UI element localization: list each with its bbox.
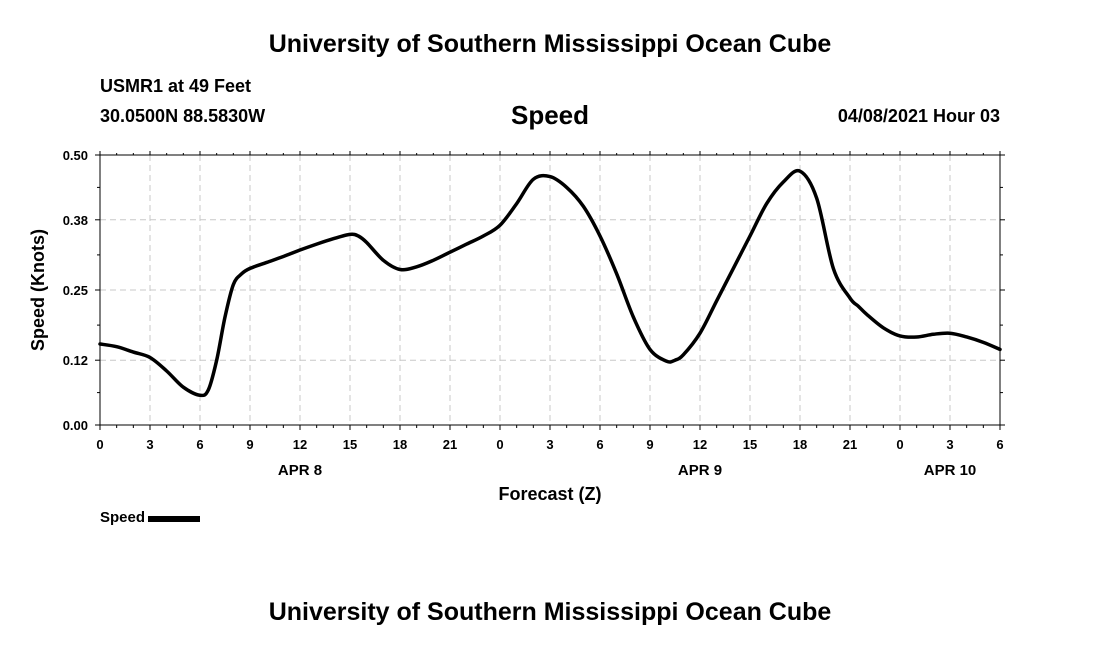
chart-subtitle: Speed <box>510 100 590 130</box>
x-tick-label: 18 <box>793 437 807 452</box>
x-tick-label: 18 <box>393 437 407 452</box>
y-tick-label: 0.00 <box>63 418 88 433</box>
y-tick-label: 0.50 <box>63 148 88 163</box>
chart-title-bottom: University of Southern Mississippi Ocean… <box>268 598 832 626</box>
axis-labels: 0 3 6 9 12 15 18 21 0 3 6 9 12 15 18 21 0 3 6 0.00 0.12 0.25 0… <box>28 148 1004 504</box>
legend-swatch <box>148 516 201 522</box>
date-stamp: 04/08/2021 Hour 03 <box>837 106 1000 126</box>
day-label: APR 10 <box>924 462 977 479</box>
speed-series-line <box>98 168 1002 398</box>
grid-lines <box>100 155 1000 425</box>
y-tick-label: 0.12 <box>63 353 88 368</box>
x-tick-label: 21 <box>843 437 857 452</box>
x-tick-label: 6 <box>196 437 203 452</box>
x-tick-label: 6 <box>996 437 1003 452</box>
x-tick-label: 6 <box>596 437 603 452</box>
station-label: USMR1 at 49 Feet <box>100 76 252 96</box>
x-axis-title: Forecast (Z) <box>498 484 601 504</box>
x-tick-label: 3 <box>946 437 953 452</box>
plot-frame <box>99 154 1001 426</box>
x-tick-label: 0 <box>496 437 503 452</box>
chart-title-top: University of Southern Mississippi Ocean… <box>268 30 832 58</box>
x-tick-label: 9 <box>646 437 653 452</box>
x-tick-label: 9 <box>246 437 253 452</box>
series-layer <box>98 168 1002 398</box>
day-label: APR 9 <box>678 462 722 479</box>
x-tick-label: 12 <box>293 437 307 452</box>
x-tick-label: 3 <box>546 437 553 452</box>
y-tick-label: 0.38 <box>63 213 88 228</box>
legend-label: Speed <box>100 509 146 526</box>
x-tick-label: 0 <box>96 437 103 452</box>
x-tick-label: 15 <box>743 437 757 452</box>
x-tick-label: 15 <box>343 437 357 452</box>
day-label: APR 8 <box>278 462 322 479</box>
y-tick-label: 0.25 <box>63 283 88 298</box>
y-axis-title: Speed (Knots) <box>28 229 48 351</box>
x-tick-label: 3 <box>146 437 153 452</box>
x-tick-label: 12 <box>693 437 707 452</box>
x-tick-label: 0 <box>896 437 903 452</box>
x-tick-label: 21 <box>443 437 457 452</box>
legend: Speed <box>100 509 201 526</box>
axes <box>95 151 1005 430</box>
coordinates-label: 30.0500N 88.5830W <box>100 106 266 126</box>
